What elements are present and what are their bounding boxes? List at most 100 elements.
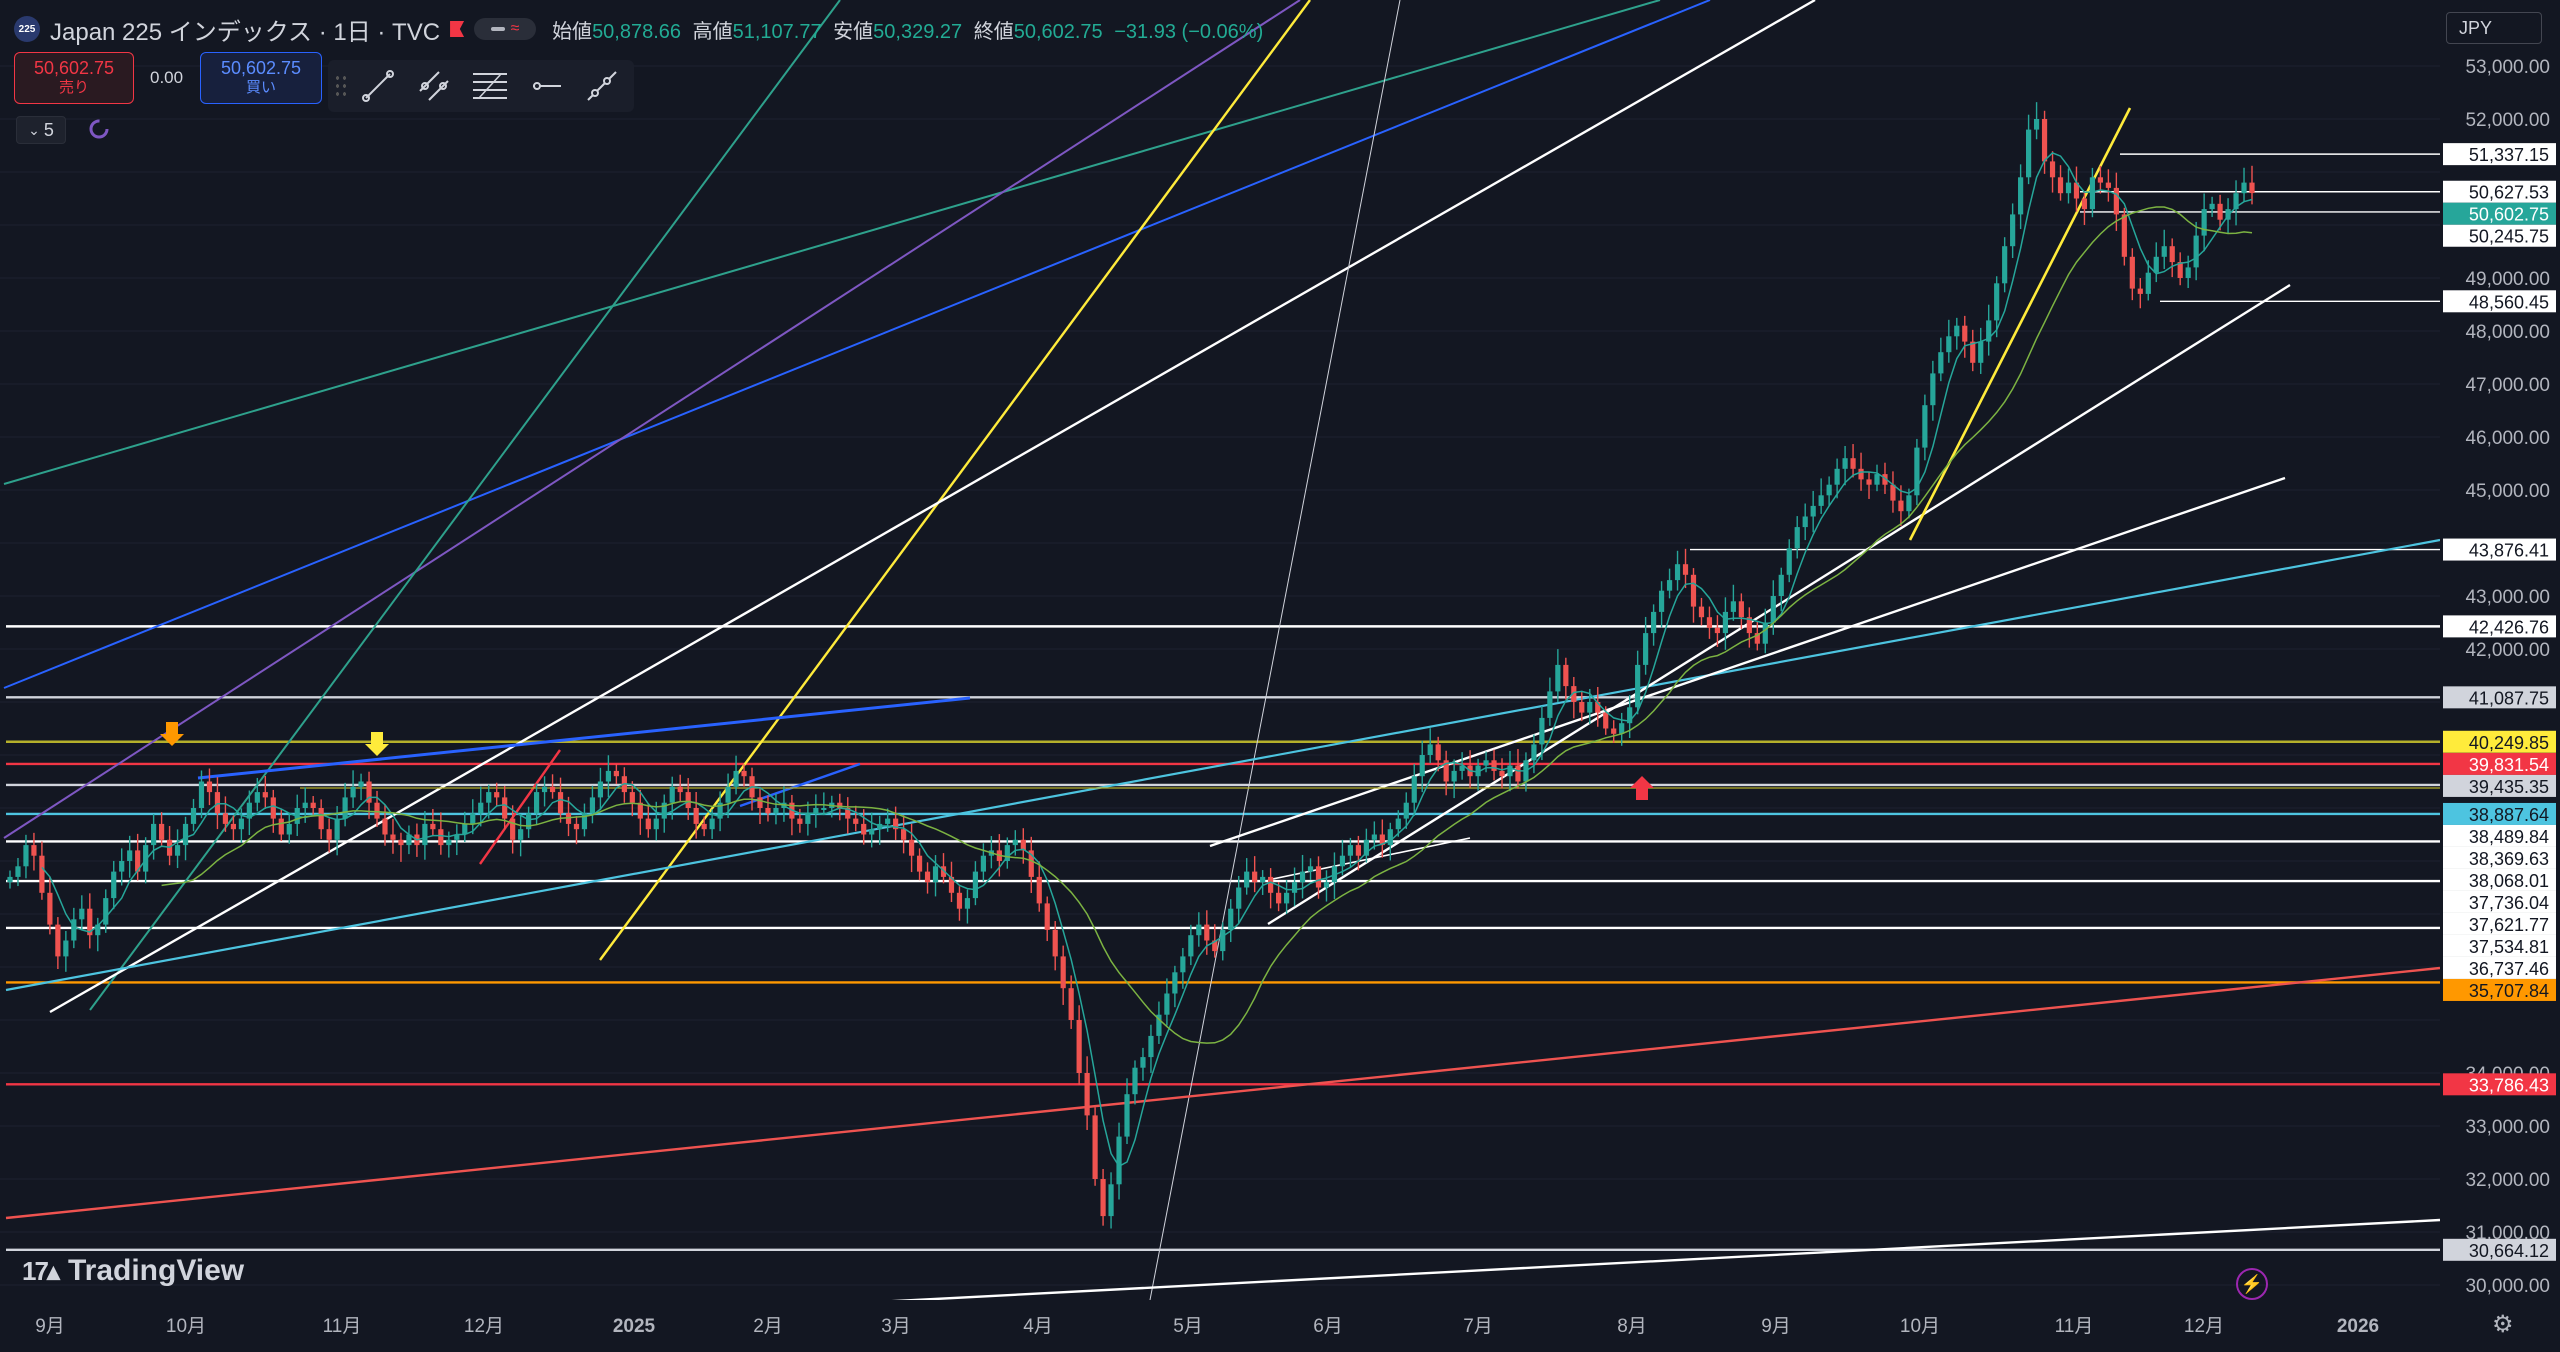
candle-body[interactable] [629,792,635,803]
candle-body[interactable] [1890,484,1896,501]
price-label-bg[interactable] [2443,890,2556,913]
candle-body[interactable] [1810,505,1816,517]
candle-body[interactable] [589,797,596,814]
candle-body[interactable] [765,808,771,814]
candle-body[interactable] [382,818,388,835]
candle-body[interactable] [1132,1067,1138,1095]
candle-body[interactable] [853,818,859,824]
trend-line[interactable] [197,696,971,780]
candle-body[interactable] [1882,474,1888,485]
candle-body[interactable] [1579,702,1585,713]
candle-body[interactable] [1339,855,1346,867]
price-label-bg[interactable] [2443,615,2556,638]
candle-body[interactable] [1212,940,1218,952]
candle-body[interactable] [478,802,484,814]
flag-icon[interactable] [450,21,465,37]
candle-body[interactable] [342,797,348,819]
candle-body[interactable] [1403,802,1409,819]
candle-body[interactable] [669,786,675,803]
visibility-toggle[interactable]: ≈ [474,18,537,40]
candle-body[interactable] [613,770,619,777]
price-axis[interactable]: 53,000.00 52,000.00 49,000.00 48,000.00 47,0… [2440,0,2560,1352]
candle-body[interactable] [2169,246,2175,263]
candle-body[interactable] [677,786,683,793]
candle-body[interactable] [1395,818,1401,830]
candle-body[interactable] [1068,988,1074,1020]
candle-body[interactable] [1148,1035,1154,1058]
candle-body[interactable] [1978,341,1984,363]
candle-body[interactable] [2033,119,2040,130]
candle-body[interactable] [71,919,77,941]
candle-body[interactable] [174,845,181,856]
price-label-bg[interactable] [2443,846,2556,869]
candle-body[interactable] [1236,887,1242,909]
candle-body[interactable] [1754,633,1760,644]
candle-body[interactable] [773,808,779,814]
candle-body[interactable] [869,829,875,835]
candle-body[interactable] [797,818,803,824]
candle-body[interactable] [813,808,819,814]
candle-body[interactable] [318,808,324,830]
candle-body[interactable] [1475,765,1481,777]
candle-body[interactable] [1379,834,1385,846]
trend-line[interactable] [819,1218,2441,1307]
candle-body[interactable] [1140,1057,1146,1068]
trend-line[interactable] [5,538,2441,992]
candle-body[interactable] [1986,320,1992,342]
candle-body[interactable] [645,818,651,830]
candle-body[interactable] [1076,1020,1082,1073]
candle-body[interactable] [39,855,45,893]
gear-icon[interactable]: ⚙ [2492,1311,2514,1338]
candle-body[interactable] [1244,871,1250,888]
candle-body[interactable] [1643,633,1649,665]
candle-body[interactable] [725,786,731,803]
candle-body[interactable] [893,818,899,830]
candle-body[interactable] [1180,956,1186,973]
candle-body[interactable] [901,829,907,840]
candle-body[interactable] [2249,182,2255,194]
candle-body[interactable] [2081,198,2088,210]
price-label-bg[interactable] [2443,180,2556,203]
candle-body[interactable] [956,892,963,909]
candle-body[interactable] [1706,617,1713,628]
candle-body[interactable] [741,770,747,777]
candle-body[interactable] [374,802,380,819]
candle-body[interactable] [701,823,707,830]
candle-body[interactable] [1299,871,1306,883]
trend-line[interactable] [1267,837,1471,881]
candle-body[interactable] [1906,495,1912,512]
candle-body[interactable] [924,871,931,883]
candle-body[interactable] [1674,564,1681,581]
trend-line[interactable] [599,0,1311,961]
candle-body[interactable] [1291,882,1298,893]
candle-body[interactable] [1563,664,1569,687]
candle-body[interactable] [494,792,500,798]
candle-body[interactable] [685,792,691,808]
candle-body[interactable] [1371,834,1377,840]
candle-body[interactable] [302,802,308,808]
candle-body[interactable] [581,813,588,830]
candle-body[interactable] [518,829,524,840]
candle-body[interactable] [198,781,205,809]
candle-body[interactable] [1012,839,1018,846]
candle-body[interactable] [1451,770,1457,782]
candle-body[interactable] [7,876,13,883]
candle-body[interactable] [1666,580,1673,591]
candle-body[interactable] [1387,829,1393,846]
candle-body[interactable] [972,871,979,899]
price-label-bg[interactable] [2443,1073,2556,1096]
candle-body[interactable] [1595,702,1601,713]
candle-body[interactable] [1220,929,1226,952]
trend-line[interactable] [3,0,1711,689]
buy-button[interactable]: 50,602.75 買い [200,52,322,104]
candle-body[interactable] [1850,458,1856,469]
price-label-bg[interactable] [2443,956,2556,979]
candle-body[interactable] [557,792,564,814]
candle-body[interactable] [2241,182,2247,194]
candle-body[interactable] [2025,129,2032,178]
candle-body[interactable] [2233,193,2239,210]
candle-body[interactable] [1874,474,1880,485]
candle-body[interactable] [2113,187,2119,215]
candle-body[interactable] [214,792,221,814]
candle-body[interactable] [1204,924,1210,941]
